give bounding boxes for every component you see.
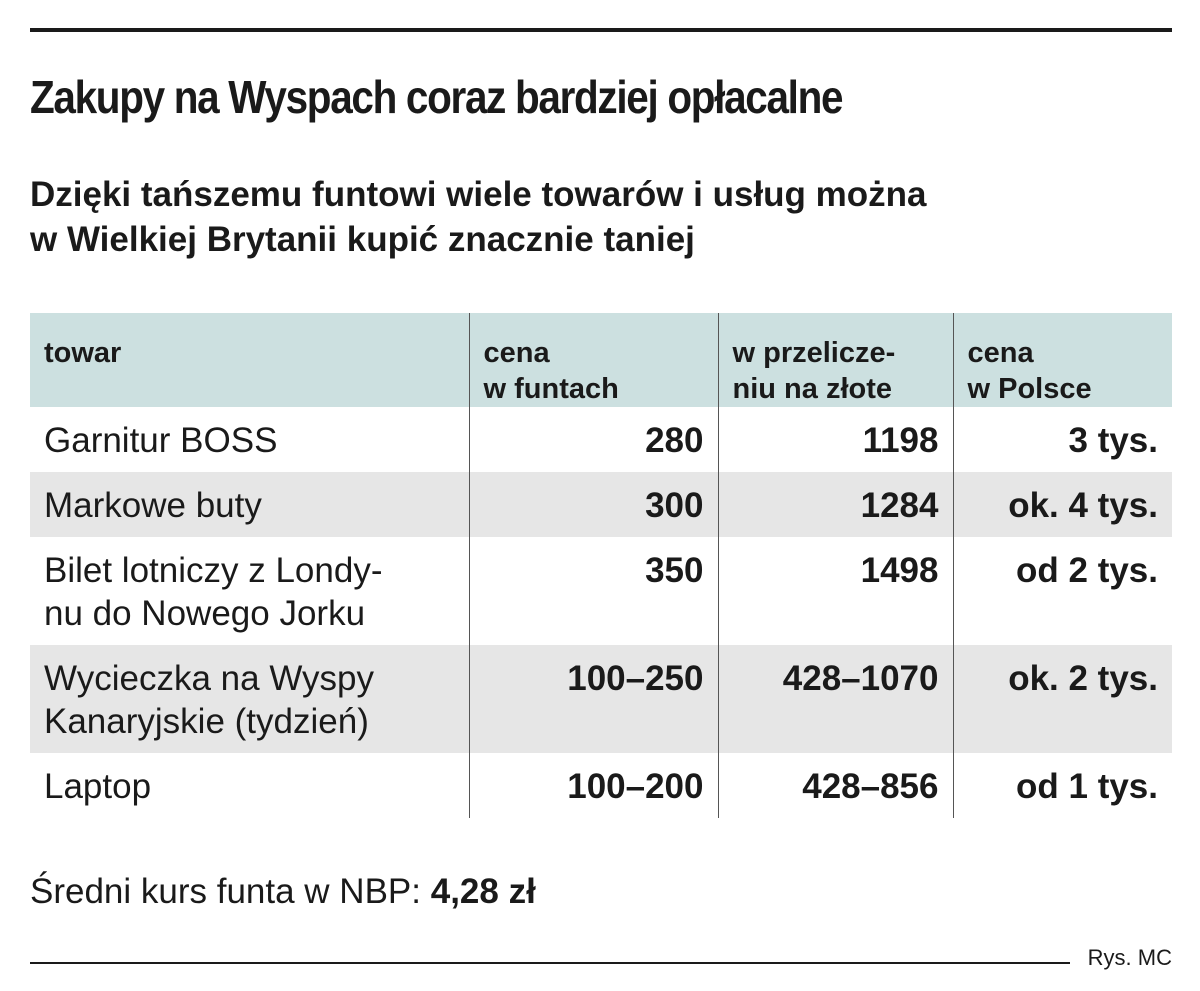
exchange-rate-label: Średni kurs funta w NBP:: [30, 872, 431, 911]
cell-towar: Laptop: [44, 767, 152, 806]
cell-towar: Wycieczka na Wyspy Kanaryjskie (tydzień): [30, 645, 469, 753]
exchange-rate-note: Średni kurs funta w NBP: 4,28 zł: [30, 872, 536, 912]
graphic-credit: Rys. MC: [1087, 945, 1172, 970]
table-row: Garnitur BOSS 280 1198 3 tys.: [30, 407, 1172, 472]
cell-cena-zlote: 428–1070: [717, 645, 953, 753]
table-row: Laptop 100–200 428–856 od 1 tys.: [30, 753, 1172, 818]
cell-cena-funty: 280: [468, 407, 718, 472]
cell-cena-funty: 300: [468, 472, 718, 537]
top-rule: [30, 28, 1172, 32]
cell-towar: Markowe buty: [30, 472, 469, 537]
cell-cena-funty: 350: [468, 537, 718, 645]
cell-cena-funty: 100–250: [468, 645, 718, 753]
column-header-w-przeliczeniu: w przelicze- niu na złote: [717, 313, 953, 407]
cell-cena-zlote: 428–856: [717, 753, 953, 818]
cell-cena-polska: ok. 2 tys.: [952, 645, 1172, 753]
column-header-towar: towar: [30, 313, 469, 407]
cell-cena-polska: 3 tys.: [952, 407, 1172, 472]
cell-cena-zlote: 1198: [717, 407, 953, 472]
cell-cena-polska: ok. 4 tys.: [952, 472, 1172, 537]
cell-cena-zlote: 1284: [717, 472, 953, 537]
table-row: Bilet lotniczy z Londy- nu do Nowego Jor…: [30, 537, 1172, 645]
table-row: Markowe buty 300 1284 ok. 4 tys.: [30, 472, 1172, 537]
cell-cena-funty: 100–200: [468, 753, 718, 818]
price-table: towar cena w funtach w przelicze- niu na…: [30, 313, 1172, 818]
cell-cena-zlote: 1498: [717, 537, 953, 645]
bottom-rule: [30, 962, 1070, 964]
table-header-row: towar cena w funtach w przelicze- niu na…: [30, 313, 1172, 407]
chart-subtitle: Dzięki tańszemu funtowi wiele towarów i …: [30, 175, 927, 259]
cell-cena-polska: od 2 tys.: [952, 537, 1172, 645]
table-row: Wycieczka na Wyspy Kanaryjskie (tydzień)…: [30, 645, 1172, 753]
cell-towar: Bilet lotniczy z Londy- nu do Nowego Jor…: [44, 551, 383, 633]
column-header-cena-w-polsce: cena w Polsce: [952, 313, 1172, 407]
exchange-rate-value: 4,28 zł: [430, 872, 536, 911]
cell-cena-polska: od 1 tys.: [952, 753, 1172, 818]
column-header-cena-w-funtach: cena w funtach: [468, 313, 718, 407]
chart-title: Zakupy na Wyspach coraz bardziej opłacal…: [30, 71, 844, 123]
cell-towar: Garnitur BOSS: [44, 421, 278, 460]
